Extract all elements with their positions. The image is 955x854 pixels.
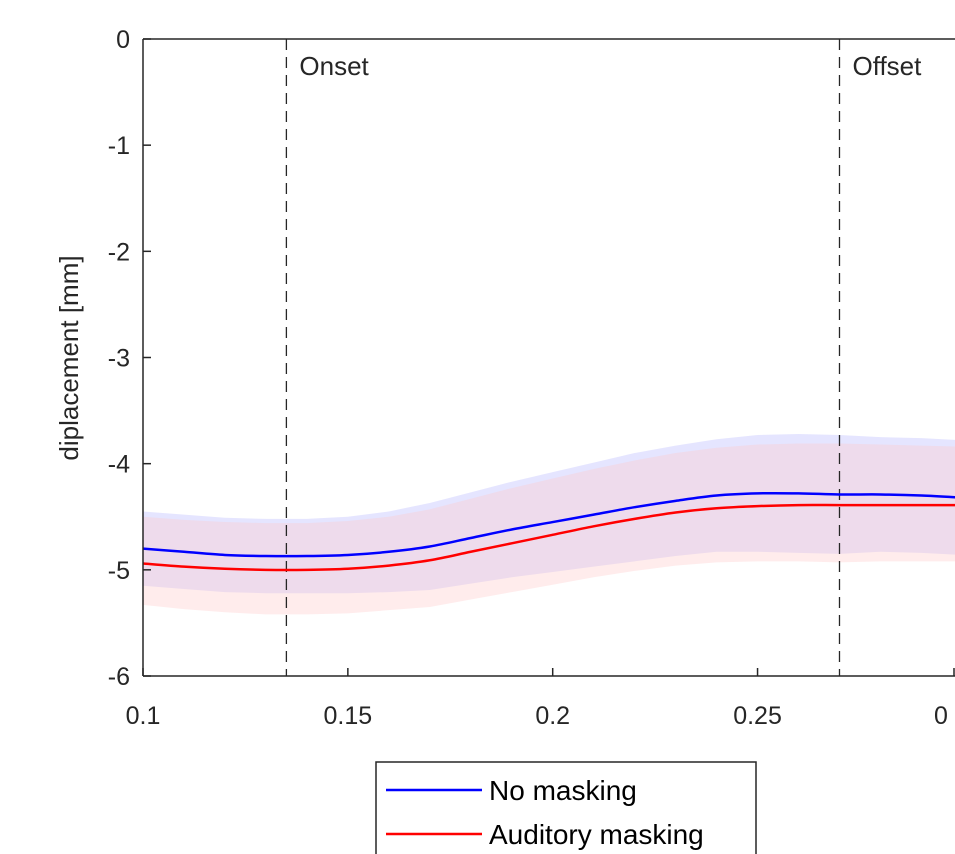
- legend-box: [375, 761, 757, 854]
- series-line-0: [143, 491, 955, 558]
- x-tick-label-1: 0.15: [324, 702, 373, 730]
- x-tick-label-3: 0.25: [733, 702, 782, 730]
- series-line-1: [143, 503, 955, 572]
- event-label-0: Onset: [299, 51, 369, 81]
- x-tick-label-4: 0: [934, 702, 948, 730]
- legend-label-auditory-masking: Auditory masking: [489, 819, 704, 850]
- y-tick-label-0: 0: [116, 26, 130, 54]
- y-tick-label-3: -3: [108, 345, 130, 373]
- band-0: [143, 433, 955, 594]
- y-ticks: 0 -1 -2 -3 -4 -5 -6: [108, 26, 151, 691]
- band-1: [143, 443, 955, 615]
- x-tick-label-0: 0.1: [126, 702, 161, 730]
- y-tick-label-1: -1: [108, 132, 130, 160]
- confidence-bands: [143, 433, 955, 615]
- y-tick-label-2: -2: [108, 238, 130, 266]
- event-annotations: Onset Offset: [299, 51, 922, 81]
- event-label-1: Offset: [852, 51, 922, 81]
- y-tick-label-4: -4: [108, 451, 130, 479]
- legend: No masking Auditory masking: [375, 761, 757, 854]
- x-ticks: 0.1 0.15 0.2 0.25 0: [126, 668, 955, 730]
- y-axis-label: diplacement [mm]: [54, 255, 84, 460]
- x-tick-label-2: 0.2: [535, 702, 570, 730]
- legend-label-no-masking: No masking: [489, 775, 637, 806]
- y-tick-label-5: -5: [108, 557, 130, 585]
- y-tick-label-6: -6: [108, 663, 130, 691]
- series-lines: [143, 491, 955, 572]
